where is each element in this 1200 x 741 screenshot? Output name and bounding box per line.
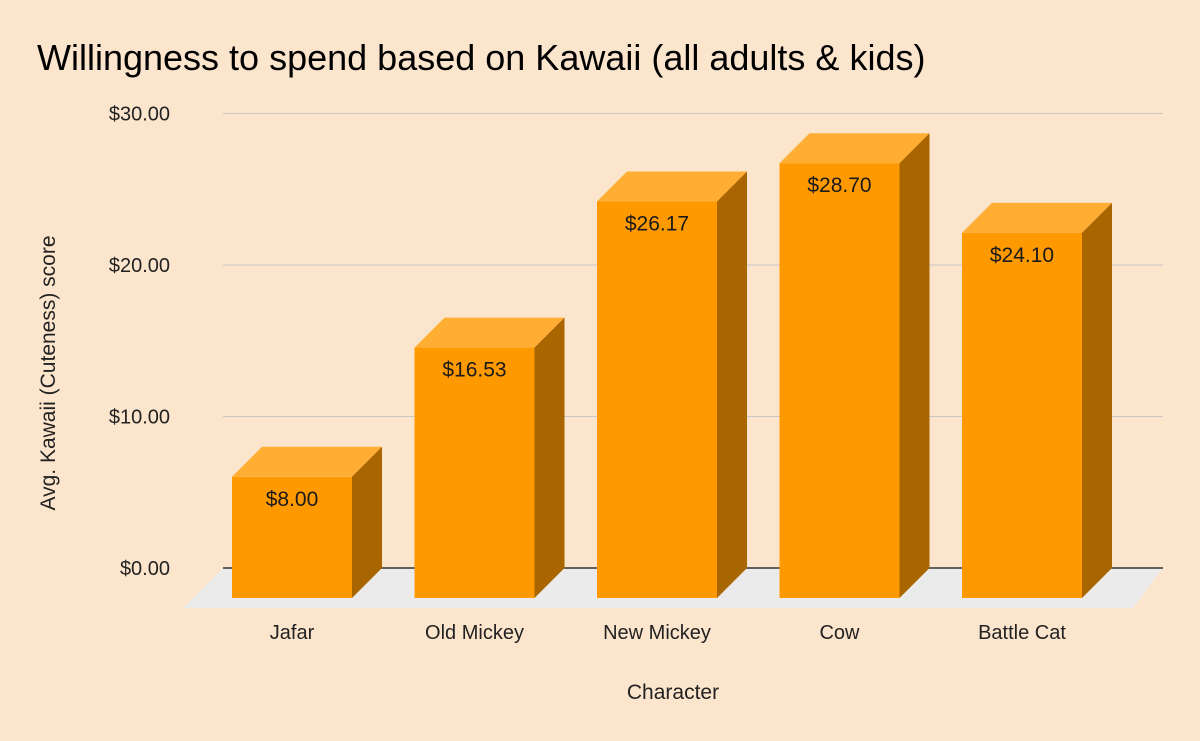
bar [597,171,747,598]
data-label: $28.70 [807,174,871,197]
bar-side [352,446,382,598]
y-tick-label: $20.00 [109,255,170,277]
bar [232,446,382,598]
bar-top [232,446,382,477]
data-label: $24.10 [990,244,1054,267]
bar-front [962,232,1082,598]
y-tick-label: $30.00 [109,104,170,126]
data-label: $26.17 [625,213,689,236]
y-axis-ticks: $0.00 $10.00 $20.00 $30.00 [109,104,170,581]
data-label: $8.00 [266,488,319,511]
x-tick-label: Old Mickey [425,622,524,644]
bar-front [232,476,352,598]
y-axis-title: Avg. Kawaii (Cuteness) score [37,235,60,510]
bars [232,133,1112,598]
y-tick-label: $10.00 [109,407,170,429]
bar-front [414,347,535,598]
bar-side [1082,202,1112,598]
bar [414,317,565,598]
bar-side [899,133,930,598]
bar-front [597,201,717,598]
bar-top [962,202,1112,233]
data-label: $16.53 [442,359,506,382]
bar-top [414,317,565,348]
bar-side [534,317,565,598]
bar-front [779,163,900,598]
bar-top [779,133,930,164]
x-axis-title: Character [627,681,719,704]
x-tick-label: Jafar [270,622,315,644]
bar-top [597,171,747,202]
x-tick-label: New Mickey [603,622,711,644]
bar [962,202,1112,598]
bar-side [717,171,747,598]
x-axis-ticks: Jafar Old Mickey New Mickey Cow Battle Cat [270,622,1067,644]
data-labels: $8.00 $16.53 $26.17 $28.70 $24.10 [266,174,1054,511]
x-tick-label: Cow [819,622,860,644]
bar [779,133,930,598]
y-tick-label: $0.00 [120,558,170,580]
x-tick-label: Battle Cat [978,622,1066,644]
chart-title: Willingness to spend based on Kawaii (al… [37,37,925,78]
